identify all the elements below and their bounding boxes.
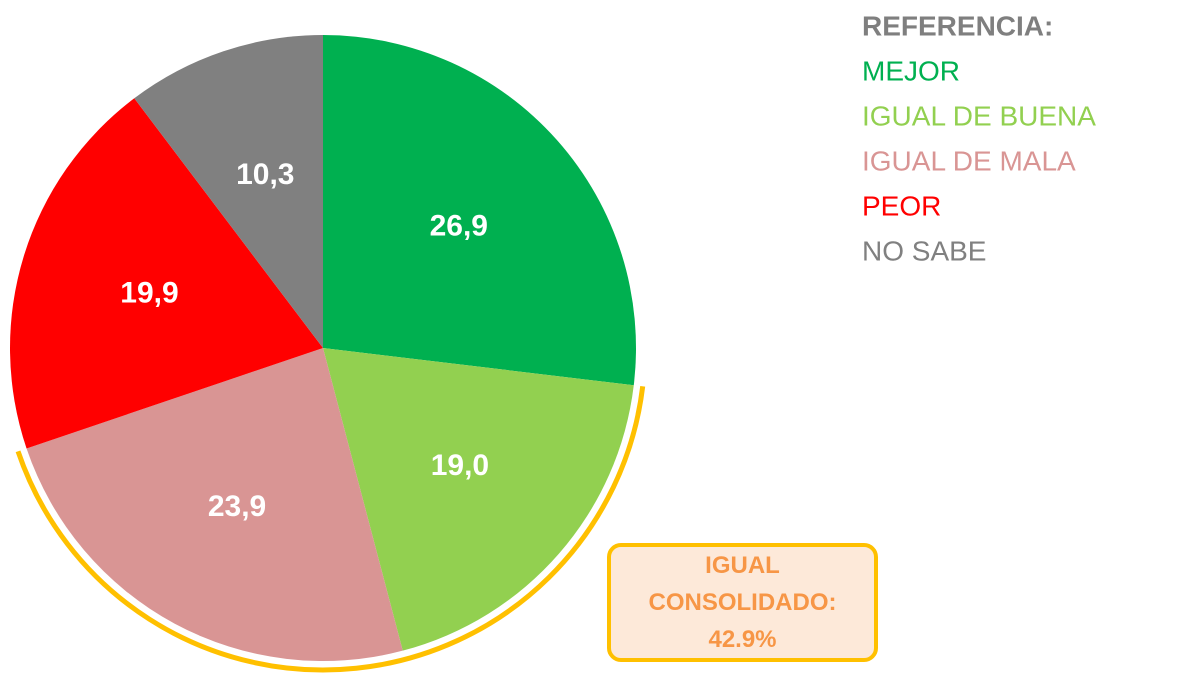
data-label: 19,0 — [431, 449, 489, 482]
pie-slice — [134, 34, 323, 348]
legend-entry: IGUAL DE MALA — [862, 145, 1076, 176]
legend-entry: MEJOR — [862, 55, 960, 86]
data-label: 10,3 — [236, 158, 294, 191]
data-label: 26,9 — [430, 209, 488, 242]
data-label: 23,9 — [208, 490, 266, 523]
legend-title: REFERENCIA: — [862, 10, 1053, 41]
pie-slice — [323, 348, 634, 651]
legend-entry: NO SABE — [862, 235, 986, 266]
pie-slice — [26, 348, 403, 661]
pie-slice — [323, 35, 636, 386]
legend-entry: IGUAL DE BUENA — [862, 100, 1096, 131]
pie-slice — [10, 98, 324, 449]
annotation: IGUAL CONSOLIDADO: 42.9% — [607, 543, 878, 662]
data-label: 19,9 — [120, 277, 178, 310]
legend-entry: PEOR — [862, 190, 941, 221]
highlight-arc — [15, 386, 646, 673]
